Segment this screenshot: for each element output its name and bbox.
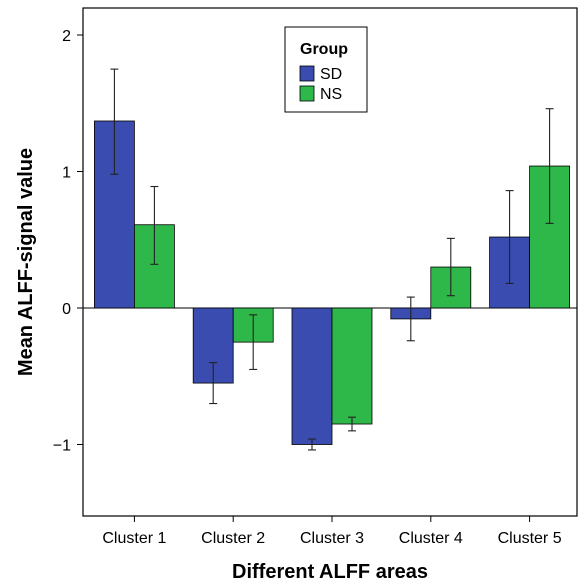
bar-sd-1 — [94, 120, 135, 309]
legend-title: Group — [300, 41, 348, 58]
x-tick-label: Cluster 2 — [201, 530, 265, 547]
x-tick-label: Cluster 3 — [300, 530, 364, 547]
bar-ns-3 — [331, 307, 373, 425]
x-tick-label: Cluster 5 — [498, 530, 562, 547]
legend: Group SD NS — [284, 26, 368, 113]
legend-label-sd: SD — [320, 66, 342, 83]
y-axis-ticks: 2 1 0 −1 — [53, 28, 83, 455]
bar-sd-3 — [291, 307, 333, 445]
x-axis-ticks: Cluster 1 Cluster 2 Cluster 3 Cluster 4 Clus… — [102, 516, 562, 547]
y-tick-label: 0 — [62, 301, 71, 318]
y-axis-title: Mean ALFF-signal value — [15, 148, 37, 376]
legend-box — [284, 26, 368, 113]
y-tick-label: 2 — [62, 28, 71, 45]
x-axis-title: Different ALFF areas — [232, 561, 428, 583]
legend-swatch-sd — [299, 65, 315, 82]
legend-swatch-ns — [299, 85, 315, 102]
y-tick-label: 1 — [62, 165, 71, 182]
legend-label-ns: NS — [320, 86, 342, 103]
y-tick-label: −1 — [53, 438, 71, 455]
x-tick-label: Cluster 4 — [399, 530, 463, 547]
bars-group — [94, 68, 570, 451]
legend-items: SD NS — [299, 65, 342, 103]
x-tick-label: Cluster 1 — [102, 530, 166, 547]
